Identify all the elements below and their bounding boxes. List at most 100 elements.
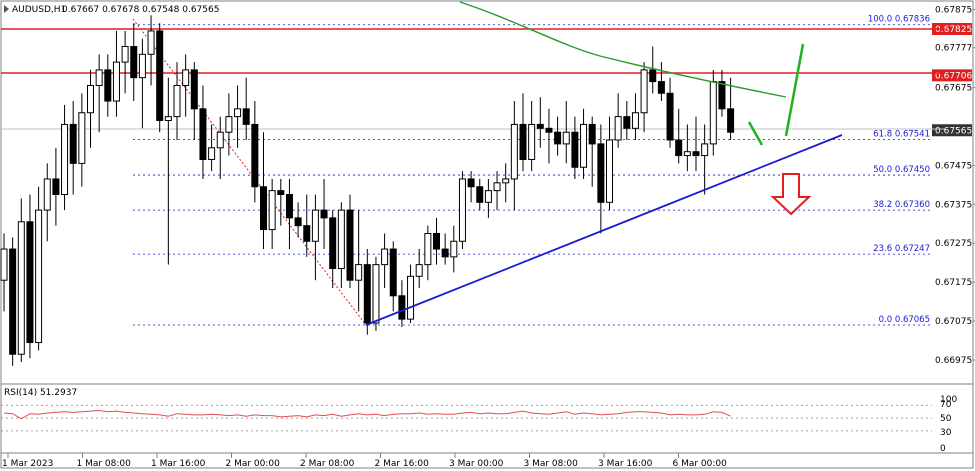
candle-body — [285, 194, 293, 219]
time-axis: 1 Mar 2023 1 Mar 08:00 1 Mar 16:00 2 Mar 00… — [2, 453, 727, 469]
candle — [260, 132, 267, 250]
candle-body — [260, 186, 267, 231]
candle — [424, 225, 432, 281]
rsi-level-label: 50 — [940, 414, 952, 424]
candle-body — [571, 131, 579, 168]
fib-level-label: 0.0 0.67065 — [879, 315, 930, 325]
candle-body — [510, 123, 518, 180]
rsi-level-label: 30 — [940, 428, 952, 438]
candle-body — [502, 178, 510, 184]
candle — [606, 116, 613, 211]
candle — [484, 178, 492, 218]
price-axis: 0.67875 0.67777 0.67675 0.67475 0.67375 0.672… — [932, 6, 975, 366]
fib-level-label: 100.0 0.67836 — [868, 15, 930, 25]
candle-body — [692, 151, 700, 157]
candle — [502, 163, 510, 203]
candle — [372, 256, 380, 331]
candle-body — [528, 123, 536, 160]
candle — [571, 116, 579, 179]
candle — [17, 198, 25, 362]
price-tick-label: 0.67475 — [935, 161, 972, 171]
candle — [675, 108, 683, 164]
candle — [61, 104, 69, 211]
candle-body — [52, 178, 60, 196]
candle — [415, 249, 423, 288]
candle-body — [216, 131, 224, 149]
candle-body — [208, 147, 216, 160]
candle-body — [415, 264, 423, 277]
candle-body — [363, 264, 371, 324]
candle-body — [666, 92, 674, 141]
candle-body — [718, 81, 726, 110]
candle-body — [727, 108, 735, 133]
rsi-level-label: 100 — [940, 395, 957, 405]
candle — [35, 186, 43, 351]
candle — [87, 69, 94, 148]
candle-body — [95, 69, 103, 86]
candle-body — [268, 190, 276, 231]
candle-body — [121, 46, 129, 63]
candle — [104, 54, 112, 117]
candle — [303, 194, 311, 257]
candle — [225, 93, 233, 156]
symbol-label: AUDUSD,H1 — [12, 5, 66, 15]
candle-body — [631, 112, 639, 129]
candle-body — [683, 151, 691, 157]
time-tick-label: 3 Mar 00:00 — [449, 459, 504, 469]
candle-body — [303, 225, 311, 242]
candle-body — [35, 209, 43, 344]
candle-body — [225, 116, 233, 133]
candle-body — [190, 69, 198, 110]
candle — [588, 116, 596, 187]
candle-body — [182, 69, 190, 86]
support-trend-line[interactable] — [365, 134, 843, 326]
candle-body — [242, 108, 250, 125]
time-tick-label: 3 Mar 16:00 — [598, 459, 653, 469]
price-tick-label: 0.67175 — [935, 278, 972, 288]
price-tag-label: 0.67565 — [935, 126, 972, 136]
price-tag-label: 0.67825 — [935, 25, 972, 35]
candle — [216, 116, 224, 179]
candle — [346, 194, 354, 288]
candle-body — [554, 131, 562, 145]
candle — [268, 178, 276, 250]
symbol-triangle-icon — [4, 5, 9, 13]
candle-body — [173, 84, 181, 118]
candle-body — [381, 248, 389, 266]
candle — [0, 233, 8, 312]
candle-body — [562, 131, 570, 145]
price-tick-label: 0.67675 — [935, 83, 972, 93]
candle — [138, 38, 146, 129]
candle-body — [87, 84, 94, 114]
candle — [407, 264, 415, 324]
candle — [26, 194, 34, 359]
candle-body — [346, 209, 354, 281]
price-tick-label: 0.67075 — [935, 317, 972, 327]
candle — [718, 69, 726, 117]
candle — [234, 85, 242, 148]
fib-level-label: 50.0 0.67450 — [873, 165, 930, 175]
candle-body — [597, 143, 605, 203]
fib-level-label: 61.8 0.67541 — [873, 130, 930, 140]
rsi-line — [3, 409, 731, 420]
price-tick-label: 0.67777 — [935, 44, 972, 54]
candle-body — [580, 123, 588, 168]
candle-body — [61, 123, 69, 196]
moving-average-line[interactable] — [459, 1, 787, 98]
candle — [692, 116, 700, 172]
price-tag-label: 0.67706 — [935, 71, 972, 81]
candle — [294, 202, 302, 238]
price-tick-label: 0.67275 — [935, 239, 972, 249]
candle-body — [441, 248, 449, 258]
candle-body — [78, 112, 86, 164]
candle-body — [467, 178, 475, 188]
candle-body — [199, 108, 207, 160]
candle — [701, 124, 709, 195]
candle — [363, 249, 371, 335]
price-tag — [932, 23, 972, 35]
candle-body — [69, 123, 77, 164]
candle — [9, 237, 17, 366]
candle-body — [277, 190, 285, 196]
candle — [147, 15, 155, 86]
